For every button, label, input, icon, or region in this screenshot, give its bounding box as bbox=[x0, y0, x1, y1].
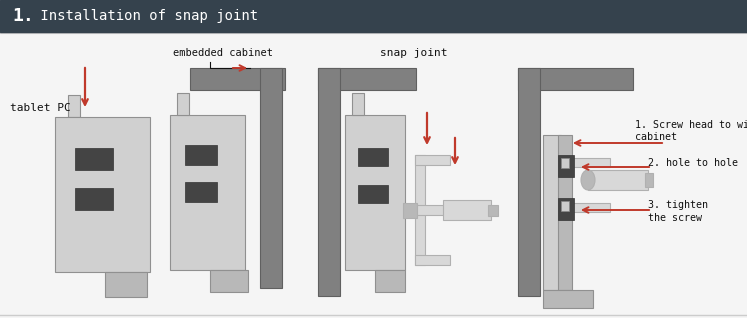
Bar bbox=[105, 272, 147, 297]
Text: snap joint: snap joint bbox=[380, 48, 447, 58]
Text: embedded cabinet: embedded cabinet bbox=[173, 48, 273, 58]
Text: the screw: the screw bbox=[648, 213, 702, 223]
Bar bbox=[358, 148, 388, 166]
Bar bbox=[415, 255, 450, 265]
Bar bbox=[68, 95, 80, 117]
Bar bbox=[558, 198, 574, 220]
Bar bbox=[75, 148, 113, 170]
Bar bbox=[543, 290, 593, 308]
Bar bbox=[558, 155, 574, 177]
Text: 3. tighten: 3. tighten bbox=[648, 200, 708, 210]
Bar bbox=[177, 93, 189, 115]
Bar bbox=[415, 205, 450, 215]
Text: cabinet: cabinet bbox=[635, 132, 677, 142]
Bar bbox=[0, 0, 747, 32]
Text: Installation of snap joint: Installation of snap joint bbox=[32, 9, 258, 23]
Text: tablet PC: tablet PC bbox=[10, 103, 71, 113]
Bar bbox=[55, 117, 150, 272]
Bar bbox=[260, 68, 282, 288]
Bar bbox=[645, 173, 653, 187]
Text: 1. Screw head to withstand the: 1. Screw head to withstand the bbox=[635, 120, 747, 130]
Bar bbox=[415, 155, 450, 165]
Ellipse shape bbox=[581, 170, 595, 190]
Bar bbox=[572, 158, 610, 167]
Bar bbox=[345, 115, 405, 270]
Bar bbox=[558, 135, 572, 290]
Bar bbox=[190, 68, 285, 90]
Bar bbox=[170, 115, 245, 270]
Bar bbox=[561, 158, 569, 168]
Text: 1.: 1. bbox=[12, 7, 34, 25]
Bar bbox=[375, 270, 405, 292]
Bar bbox=[588, 170, 648, 190]
Bar bbox=[518, 68, 540, 296]
Bar bbox=[318, 68, 416, 90]
Bar bbox=[75, 188, 113, 210]
Bar bbox=[352, 93, 364, 115]
Bar bbox=[415, 155, 425, 265]
Bar bbox=[185, 145, 217, 165]
Bar bbox=[561, 201, 569, 211]
Bar bbox=[572, 203, 610, 212]
Bar bbox=[443, 200, 491, 220]
Bar bbox=[488, 205, 498, 216]
Bar bbox=[543, 135, 561, 290]
Text: 2. hole to hole: 2. hole to hole bbox=[648, 158, 738, 168]
Bar bbox=[358, 185, 388, 203]
Bar bbox=[318, 68, 340, 296]
Bar bbox=[403, 203, 417, 218]
Bar bbox=[518, 68, 633, 90]
Bar bbox=[185, 182, 217, 202]
Bar bbox=[210, 270, 248, 292]
